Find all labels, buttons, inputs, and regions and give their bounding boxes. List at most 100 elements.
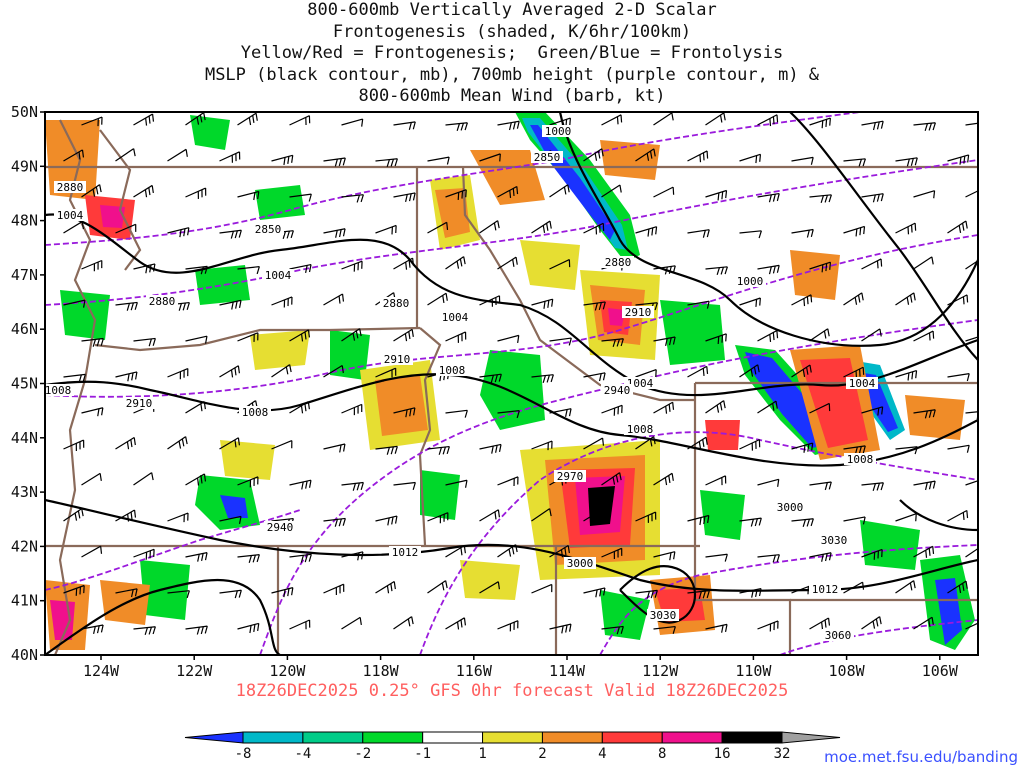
wind-barb [237, 476, 259, 488]
wind-barb [115, 588, 138, 598]
wind-barb [947, 509, 969, 522]
wind-barb [861, 616, 882, 630]
wind-barb [635, 436, 656, 450]
wind-barb [913, 256, 934, 270]
frontogenesis-region [435, 188, 470, 238]
wind-barb [323, 157, 346, 167]
frontogenesis-region [460, 560, 520, 600]
height-contour-label-bg [647, 609, 679, 621]
wind-barb [289, 401, 310, 414]
height-contour-label-bg [54, 181, 86, 193]
wind-barb [653, 112, 674, 126]
wind-barb [635, 368, 657, 378]
wind-barb [289, 619, 311, 630]
wind-barb [531, 583, 553, 594]
contour-labels: 1000 1000 1004 1004 1004 1004 1004 1008 1008 1008… [42, 125, 878, 642]
wind-barb [133, 184, 154, 198]
wind-barb [635, 148, 656, 162]
wind-barb [843, 225, 866, 237]
wind-barb [81, 184, 102, 198]
mslp-contour-label: 1008 [242, 406, 269, 419]
wind-barb [947, 580, 968, 594]
height-contour [259, 319, 978, 655]
wind-barb [705, 333, 727, 345]
lon-label: 108W [829, 662, 866, 680]
wind-barb [393, 407, 416, 418]
mslp-contour-label-bg [846, 377, 878, 389]
wind-barb [791, 364, 812, 378]
colorbar-swatch [242, 731, 304, 744]
wind-barb [219, 589, 242, 599]
mslp-contour [558, 112, 978, 347]
wind-barb [289, 115, 311, 126]
wind-barb [445, 256, 466, 270]
frontolysis-patch [660, 300, 725, 365]
wind-barb [167, 512, 189, 523]
frontogenesis-region [45, 120, 100, 200]
mslp-contour-label-bg [42, 384, 74, 396]
wind-barbs [63, 112, 978, 636]
height-contour [45, 159, 978, 306]
mslp-contour-label: 1008 [627, 423, 654, 436]
wind-barb [791, 442, 814, 453]
wind-barb [583, 437, 605, 450]
frontogenesis-region [250, 330, 310, 370]
wind-barb [705, 266, 728, 276]
wind-barb [219, 515, 242, 525]
wind-barb [739, 517, 762, 527]
mslp-contour [45, 579, 281, 655]
wind-barb [705, 553, 728, 562]
wind-barb [479, 443, 502, 454]
wind-barb [497, 334, 520, 344]
wind-barb [497, 544, 518, 558]
wind-barb [583, 508, 604, 522]
frontogenesis-region [375, 375, 428, 436]
frontogenesis-region [905, 395, 965, 440]
wind-barb [341, 551, 364, 561]
wind-barb [601, 114, 623, 126]
wind-barb [341, 328, 362, 342]
wind-barb [895, 513, 917, 522]
wind-barb [115, 371, 138, 382]
wind-barb [167, 590, 190, 599]
height-contour-label-bg [774, 501, 806, 513]
wind-barb [965, 336, 978, 345]
wind-barb [63, 221, 84, 234]
wind-barb [427, 445, 450, 455]
wind-barb [341, 403, 363, 416]
lat-label: 42N [11, 537, 38, 555]
wind-barb [81, 624, 104, 635]
mslp-contour-label-bg [436, 364, 468, 376]
wind-barb [445, 122, 468, 132]
wind-barb [791, 518, 814, 527]
wind-barb [237, 190, 260, 201]
frontogenesis-region [790, 250, 840, 300]
wind-barb [219, 151, 241, 163]
wind-barb [583, 222, 605, 235]
wind-barb [705, 189, 728, 201]
frontolysis-se-core [935, 578, 962, 645]
wind-barb [185, 335, 208, 344]
title-line-3: Yellow/Red = Frontogenesis; Green/Blue =… [240, 43, 784, 63]
wind-barb [219, 229, 242, 239]
lon-label: 112W [642, 662, 679, 680]
wind-barb [427, 292, 448, 306]
wind-barb [965, 259, 978, 270]
lat-label: 48N [11, 212, 38, 230]
wind-barb [739, 364, 760, 378]
wind-barb [965, 122, 978, 126]
wind-barb [635, 589, 658, 599]
wind-barb [947, 373, 970, 382]
wind-barb [375, 581, 396, 594]
height-contour [599, 544, 978, 655]
wind-barb [81, 337, 104, 347]
mslp-contour [899, 499, 978, 532]
wind-barb [687, 436, 708, 450]
wind-barb [757, 478, 780, 487]
wind-barb [809, 552, 832, 562]
wind-barb [393, 481, 416, 490]
mslp-contour [45, 213, 978, 397]
wind-barb [185, 401, 206, 414]
colorbar-label: -4 [294, 746, 311, 762]
wind-barb [375, 445, 398, 455]
